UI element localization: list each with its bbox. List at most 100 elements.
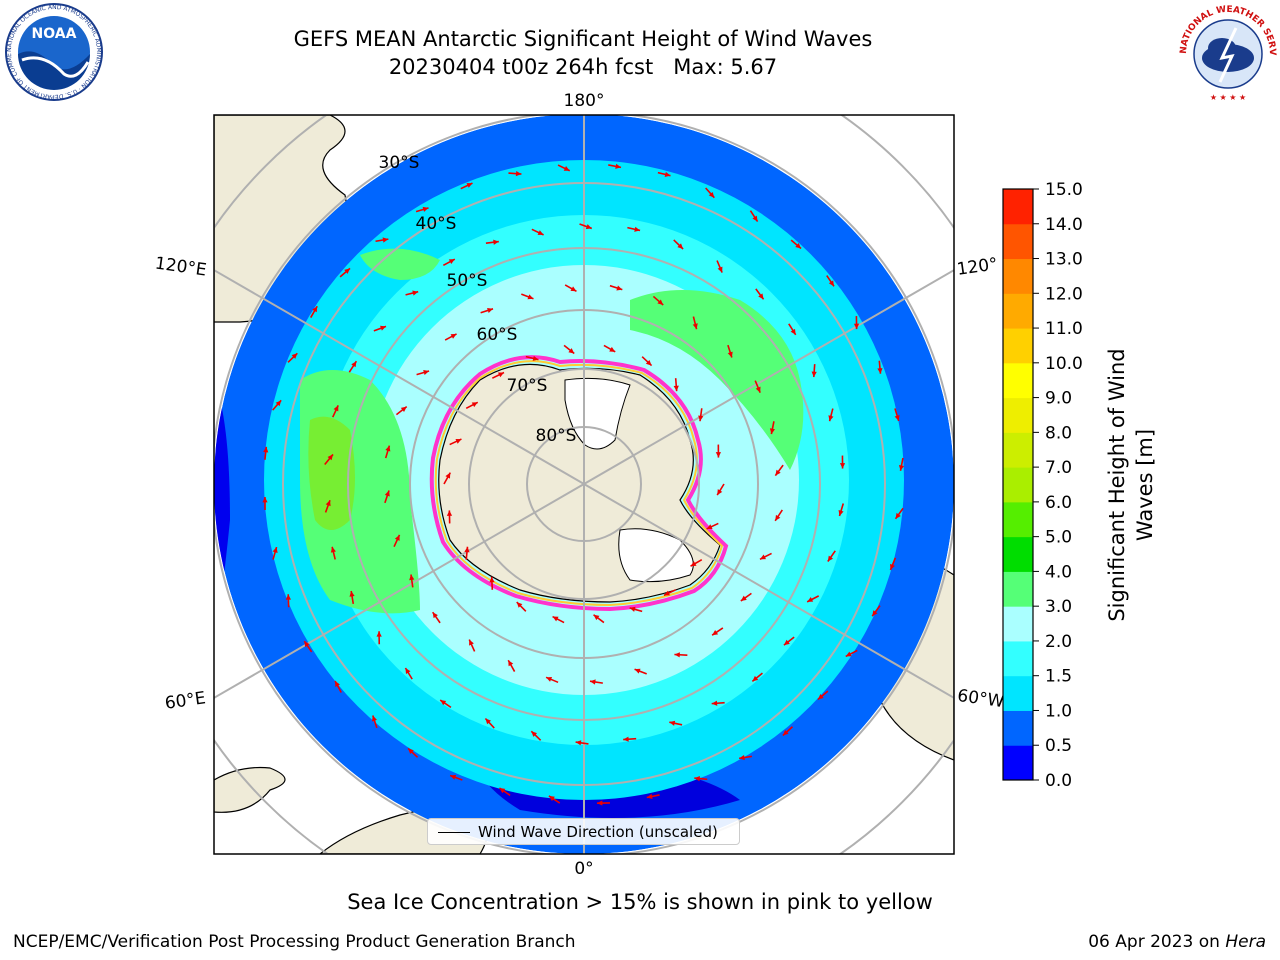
- sea-ice-edge-pink: [429, 355, 729, 612]
- wave-direction-arrowhead: [828, 415, 834, 422]
- wave-direction-arrowhead: [589, 679, 596, 685]
- wave-direction-arrowhead: [515, 171, 522, 177]
- wave-direction-arrowhead: [285, 594, 292, 600]
- wave-direction-arrowhead: [692, 323, 698, 330]
- lon-label-120w: 120°: [956, 254, 999, 280]
- lon-label-0: 0°: [574, 859, 593, 879]
- wave-direction-arrowhead: [527, 294, 534, 300]
- wave-direction-arrowhead: [446, 510, 453, 516]
- wave-direction-arrowhead: [464, 546, 470, 553]
- footer-host: Hera: [1225, 932, 1266, 952]
- wave-direction-arrowhead: [616, 285, 623, 291]
- colorbar-swatch: [1003, 675, 1033, 711]
- colorbar: 0.0 0.5 1.0 1.5 2.0 3.0 4.0 5.0 6.0 7.0 8.0 9.0 10.0…: [1002, 180, 1083, 791]
- wave-direction-arrowhead: [673, 385, 679, 392]
- wave-direction-arrowhead: [853, 323, 860, 330]
- wave-direction-arrowhead: [677, 243, 684, 250]
- wave-direction-arrowhead: [469, 639, 474, 646]
- wave-direction-arrowhead: [727, 351, 733, 358]
- colorbar-title-line1: Significant Height of Wind: [1105, 348, 1129, 621]
- wave-direction-arrowhead: [838, 510, 844, 516]
- wave-direction-arrowhead: [552, 616, 559, 622]
- wave-direction-arrowhead: [717, 489, 723, 496]
- wave-direction-arrowhead: [706, 524, 713, 530]
- wave-direction-arrowhead: [839, 463, 846, 469]
- wave-direction-arrowhead: [769, 428, 776, 435]
- colorbar-title-line2: Waves [m]: [1133, 429, 1157, 541]
- colorbar-swatch: [1003, 710, 1033, 746]
- lon-label-60w: 60°W: [956, 686, 1005, 712]
- colorbar-tick-label: 9.0: [1045, 389, 1072, 409]
- africa-land: [214, 766, 286, 813]
- colorbar-swatch: [1003, 189, 1033, 225]
- wave-direction-arrowhead: [690, 561, 697, 567]
- wave-direction-arrowhead: [657, 299, 664, 305]
- colorbar-tick-label: 3.0: [1045, 597, 1072, 617]
- lon-label-120e: 120°E: [154, 254, 208, 281]
- wave-direction-arrowhead: [409, 574, 415, 581]
- colorbar-frame: [1002, 188, 1034, 781]
- colorbar-tick-label: 12.0: [1045, 284, 1083, 304]
- wave-direction-arrowhead: [432, 612, 438, 619]
- wave-direction-arrowhead: [489, 576, 495, 583]
- wave-direction-arrowhead: [516, 602, 523, 608]
- wave-direction-arrowhead: [493, 239, 499, 245]
- wave-direction-arrowhead: [609, 346, 616, 352]
- wave-direction-arrowhead: [394, 534, 400, 541]
- weddell-ice-shelf: [618, 528, 694, 583]
- wave-direction-arrowhead: [698, 415, 704, 422]
- wave-direction-arrowhead: [344, 268, 351, 274]
- wave-direction-arrowhead: [376, 631, 382, 637]
- colorbar-tick-label: 7.0: [1045, 458, 1072, 478]
- colorbar-swatch: [1003, 223, 1033, 260]
- wave-direction-arrowhead: [563, 166, 570, 171]
- sea-ice-note: Sea Ice Concentration > 15% is shown in …: [347, 890, 933, 914]
- wave-direction-arrowhead: [593, 614, 600, 621]
- colorbar-tick-label: 4.0: [1045, 562, 1072, 582]
- colorbar-swatch: [1003, 536, 1033, 572]
- wave-direction-arrowhead: [304, 641, 310, 648]
- wave-direction-arrowhead: [758, 293, 764, 300]
- map-frame: [213, 114, 955, 855]
- wave-direction-arrowhead: [400, 406, 407, 413]
- wave-direction-arrowhead: [466, 183, 473, 188]
- wave-direction-arrowhead: [450, 333, 457, 339]
- wave-direction-arrowhead: [455, 438, 462, 444]
- colorbar-tick-label: 14.0: [1045, 215, 1083, 235]
- lat-label-40s: 40°S: [416, 214, 457, 234]
- wave-direction-arrowhead: [827, 555, 834, 562]
- wave-direction-arrowhead: [790, 328, 796, 335]
- colorbar-swatch: [1003, 432, 1033, 468]
- lon-label-180: 180°: [564, 91, 605, 111]
- lat-label-80s: 80°S: [536, 426, 577, 446]
- wave-direction-arrowhead: [807, 597, 814, 602]
- wave-direction-arrowhead: [623, 736, 629, 742]
- wave-direction-arrowhead: [898, 465, 905, 471]
- colorbar-tick-label: 5.0: [1045, 528, 1072, 548]
- wave-direction-arrowhead: [385, 445, 391, 452]
- wave-direction-arrowhead: [755, 386, 761, 393]
- lat-label-30s: 30°S: [379, 153, 420, 173]
- colorbar-tick-label: 2.0: [1045, 632, 1072, 652]
- colorbar-swatch: [1003, 293, 1033, 329]
- wave-direction-arrowhead: [663, 590, 670, 596]
- wave-direction-arrowhead: [262, 496, 268, 503]
- colorbar-swatch: [1003, 745, 1033, 781]
- wave-direction-arrowhead: [487, 307, 493, 313]
- wave-direction-arrowhead: [877, 368, 883, 374]
- wave-direction-arrowhead: [568, 348, 575, 354]
- wave-direction-arrowhead: [263, 446, 269, 453]
- colorbar-tick-label: 0.0: [1045, 771, 1072, 791]
- wave-direction-arrowhead: [711, 700, 718, 706]
- wave-direction-arrowhead: [575, 740, 582, 746]
- wave-direction-arrowhead: [570, 286, 577, 292]
- colorbar-swatch: [1003, 362, 1033, 399]
- wave-direction-arrowhead: [312, 306, 318, 313]
- colorbar-swatch: [1003, 640, 1033, 677]
- footer-credit: NCEP/EMC/Verification Post Processing Pr…: [13, 932, 576, 952]
- noaa-logo: NATIONAL OCEANIC AND ATMOSPHERIC ADMINIS…: [4, 2, 103, 101]
- wave-direction-arrowhead: [291, 353, 298, 359]
- wave-direction-arrowhead: [645, 359, 652, 366]
- wave-direction-arrowhead: [325, 500, 331, 507]
